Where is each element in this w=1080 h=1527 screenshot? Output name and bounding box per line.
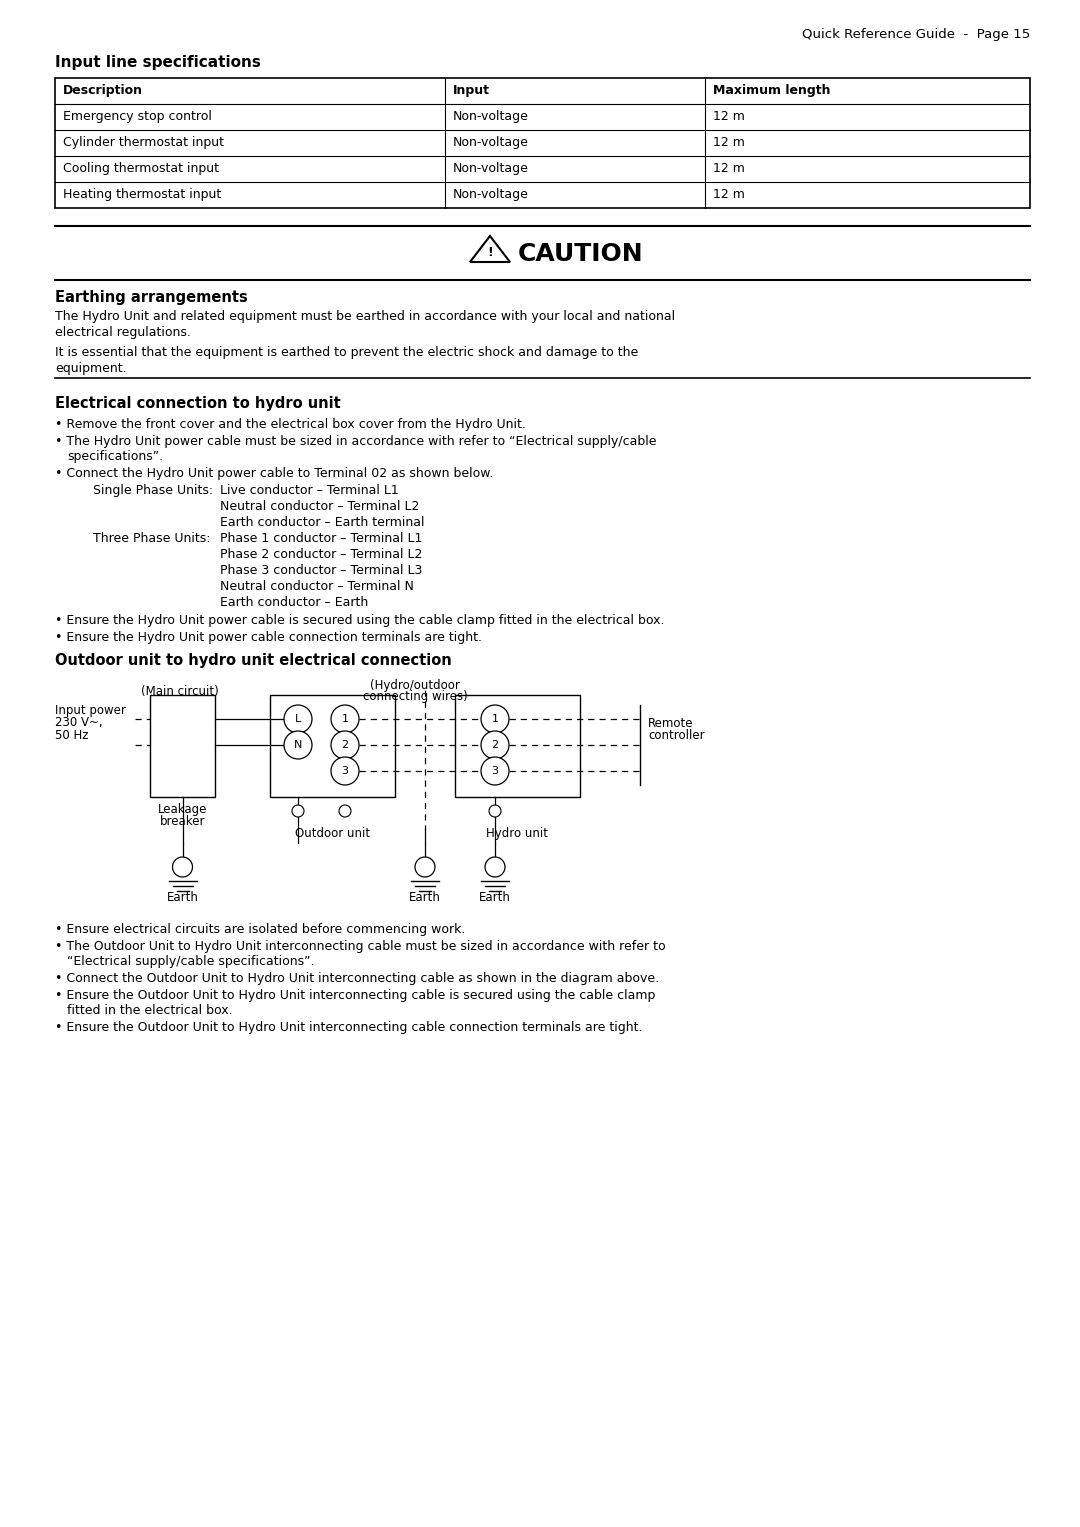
Text: Neutral conductor – Terminal L2: Neutral conductor – Terminal L2: [220, 499, 419, 513]
Text: It is essential that the equipment is earthed to prevent the electric shock and : It is essential that the equipment is ea…: [55, 347, 638, 359]
Text: 2: 2: [341, 741, 349, 750]
Circle shape: [330, 731, 359, 759]
Text: Three Phase Units:: Three Phase Units:: [93, 531, 211, 545]
Circle shape: [415, 857, 435, 876]
Text: 3: 3: [491, 767, 499, 776]
Circle shape: [284, 731, 312, 759]
Text: • Ensure electrical circuits are isolated before commencing work.: • Ensure electrical circuits are isolate…: [55, 922, 465, 936]
Text: Emergency stop control: Emergency stop control: [63, 110, 212, 124]
Text: • The Outdoor Unit to Hydro Unit interconnecting cable must be sized in accordan: • The Outdoor Unit to Hydro Unit interco…: [55, 941, 665, 953]
Text: • Ensure the Outdoor Unit to Hydro Unit interconnecting cable is secured using t: • Ensure the Outdoor Unit to Hydro Unit …: [55, 989, 656, 1002]
Text: Hydro unit: Hydro unit: [486, 828, 549, 840]
Text: fitted in the electrical box.: fitted in the electrical box.: [67, 1003, 232, 1017]
Text: (Main circuit): (Main circuit): [141, 686, 219, 698]
Text: Cylinder thermostat input: Cylinder thermostat input: [63, 136, 224, 150]
Text: 230 V~,: 230 V~,: [55, 716, 103, 728]
Text: Outdoor unit: Outdoor unit: [295, 828, 370, 840]
Text: • Connect the Hydro Unit power cable to Terminal 02 as shown below.: • Connect the Hydro Unit power cable to …: [55, 467, 494, 479]
Text: Phase 1 conductor – Terminal L1: Phase 1 conductor – Terminal L1: [220, 531, 422, 545]
Text: Input: Input: [453, 84, 490, 98]
Text: Phase 2 conductor – Terminal L2: Phase 2 conductor – Terminal L2: [220, 548, 422, 560]
Circle shape: [292, 805, 303, 817]
Text: Leakage: Leakage: [158, 803, 207, 815]
Text: Non-voltage: Non-voltage: [453, 162, 529, 176]
Text: Earth: Earth: [166, 890, 199, 904]
Circle shape: [173, 857, 192, 876]
Text: Non-voltage: Non-voltage: [453, 188, 529, 202]
Text: Description: Description: [63, 84, 143, 98]
Text: Neutral conductor – Terminal N: Neutral conductor – Terminal N: [220, 580, 414, 592]
Text: • Ensure the Outdoor Unit to Hydro Unit interconnecting cable connection termina: • Ensure the Outdoor Unit to Hydro Unit …: [55, 1022, 643, 1034]
Text: Single Phase Units:: Single Phase Units:: [93, 484, 213, 496]
Circle shape: [481, 757, 509, 785]
Text: Earthing arrangements: Earthing arrangements: [55, 290, 247, 305]
Text: 1: 1: [491, 715, 499, 724]
Text: The Hydro Unit and related equipment must be earthed in accordance with your loc: The Hydro Unit and related equipment mus…: [55, 310, 675, 324]
Text: • The Hydro Unit power cable must be sized in accordance with refer to “Electric: • The Hydro Unit power cable must be siz…: [55, 435, 657, 447]
Text: • Ensure the Hydro Unit power cable connection terminals are tight.: • Ensure the Hydro Unit power cable conn…: [55, 631, 482, 644]
Text: !: !: [487, 246, 492, 258]
Text: 3: 3: [341, 767, 349, 776]
Circle shape: [489, 805, 501, 817]
Text: Remote: Remote: [648, 718, 693, 730]
Text: Earth: Earth: [409, 890, 441, 904]
Text: equipment.: equipment.: [55, 362, 126, 376]
Text: controller: controller: [648, 728, 704, 742]
Text: Input power: Input power: [55, 704, 126, 718]
Text: Live conductor – Terminal L1: Live conductor – Terminal L1: [220, 484, 399, 496]
Bar: [455, 695, 580, 797]
Text: CAUTION: CAUTION: [518, 241, 644, 266]
Text: 12 m: 12 m: [713, 110, 745, 124]
Text: (Hydro/outdoor: (Hydro/outdoor: [370, 680, 460, 692]
Text: N: N: [294, 741, 302, 750]
Text: • Connect the Outdoor Unit to Hydro Unit interconnecting cable as shown in the d: • Connect the Outdoor Unit to Hydro Unit…: [55, 973, 659, 985]
Bar: [150, 695, 215, 797]
Text: 50 Hz: 50 Hz: [55, 728, 89, 742]
Text: Non-voltage: Non-voltage: [453, 110, 529, 124]
Circle shape: [485, 857, 505, 876]
Text: Quick Reference Guide  -  Page 15: Quick Reference Guide - Page 15: [801, 27, 1030, 41]
Text: electrical regulations.: electrical regulations.: [55, 325, 191, 339]
Text: Outdoor unit to hydro unit electrical connection: Outdoor unit to hydro unit electrical co…: [55, 654, 451, 667]
Text: connecting wires): connecting wires): [363, 690, 468, 702]
Text: 12 m: 12 m: [713, 162, 745, 176]
Text: L: L: [295, 715, 301, 724]
Text: breaker: breaker: [160, 815, 205, 828]
Circle shape: [481, 731, 509, 759]
Text: Electrical connection to hydro unit: Electrical connection to hydro unit: [55, 395, 341, 411]
Text: Earth conductor – Earth: Earth conductor – Earth: [220, 596, 368, 609]
Circle shape: [284, 705, 312, 733]
Circle shape: [330, 757, 359, 785]
Text: Maximum length: Maximum length: [713, 84, 831, 98]
Text: 12 m: 12 m: [713, 188, 745, 202]
Text: • Ensure the Hydro Unit power cable is secured using the cable clamp fitted in t: • Ensure the Hydro Unit power cable is s…: [55, 614, 664, 628]
Text: Heating thermostat input: Heating thermostat input: [63, 188, 221, 202]
Circle shape: [481, 705, 509, 733]
Circle shape: [339, 805, 351, 817]
Text: Earth conductor – Earth terminal: Earth conductor – Earth terminal: [220, 516, 424, 528]
Text: 2: 2: [491, 741, 499, 750]
Text: • Remove the front cover and the electrical box cover from the Hydro Unit.: • Remove the front cover and the electri…: [55, 418, 526, 431]
Text: “Electrical supply/cable specifications”.: “Electrical supply/cable specifications”…: [67, 954, 314, 968]
Text: Earth: Earth: [480, 890, 511, 904]
Text: Cooling thermostat input: Cooling thermostat input: [63, 162, 219, 176]
Bar: [270, 695, 395, 797]
Text: Non-voltage: Non-voltage: [453, 136, 529, 150]
Text: 1: 1: [341, 715, 349, 724]
Text: 12 m: 12 m: [713, 136, 745, 150]
Text: Input line specifications: Input line specifications: [55, 55, 261, 70]
Text: specifications”.: specifications”.: [67, 450, 163, 463]
Bar: [55, 78, 1030, 208]
Circle shape: [330, 705, 359, 733]
Text: Phase 3 conductor – Terminal L3: Phase 3 conductor – Terminal L3: [220, 563, 422, 577]
